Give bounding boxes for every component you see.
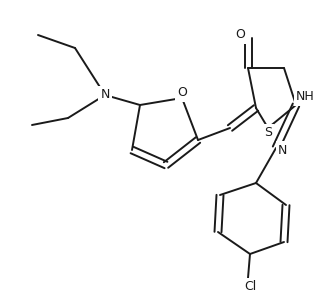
Text: N: N	[278, 143, 287, 157]
Text: NH: NH	[296, 91, 315, 104]
Text: S: S	[264, 127, 272, 139]
Text: O: O	[177, 86, 187, 100]
Text: O: O	[235, 29, 245, 42]
Text: N: N	[100, 88, 110, 102]
Text: Cl: Cl	[244, 280, 256, 291]
